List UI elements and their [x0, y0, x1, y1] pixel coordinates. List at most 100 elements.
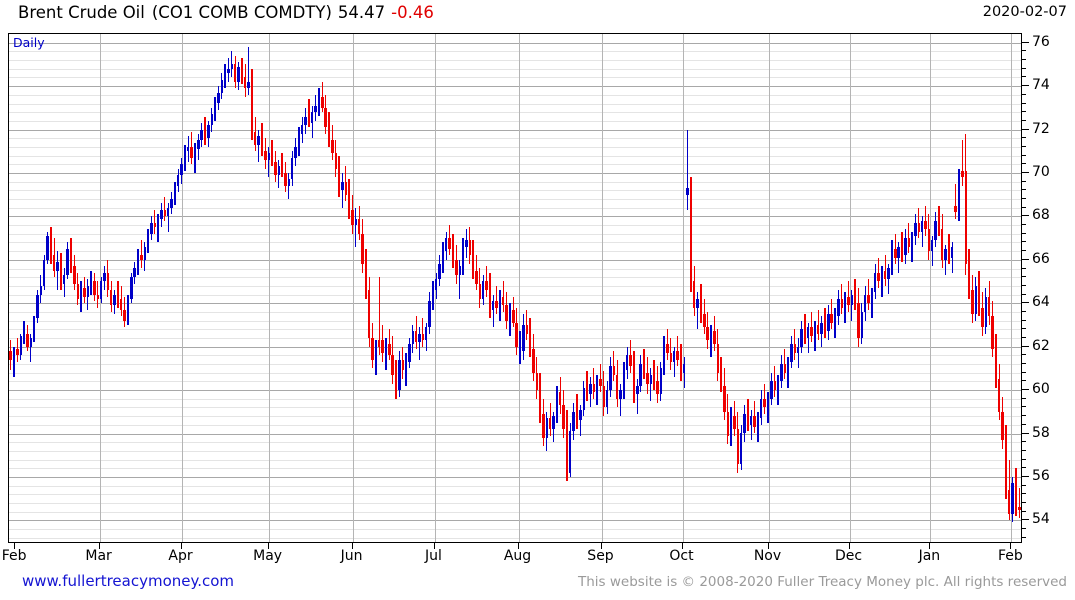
candle-wick — [268, 146, 270, 178]
candle-body — [468, 240, 471, 256]
gridline-minor — [9, 294, 1021, 296]
candle-body — [853, 294, 857, 304]
candle-body — [686, 188, 689, 195]
candle-body — [371, 337, 374, 360]
candle-body — [636, 385, 639, 395]
candle-wick — [673, 346, 675, 377]
candle-wick — [834, 307, 836, 338]
candle-body — [609, 366, 612, 391]
site-url[interactable]: www.fullertreacymoney.com — [22, 572, 235, 590]
x-tick — [848, 543, 850, 549]
candle-wick — [650, 368, 652, 401]
y-tick-minor — [1022, 50, 1026, 52]
candle-body — [153, 222, 156, 228]
candle-body — [726, 411, 729, 436]
gridline-minor — [9, 337, 1021, 339]
candle-body — [987, 296, 991, 317]
candle-body — [421, 333, 425, 341]
candle-body — [250, 81, 254, 132]
y-axis-label: 54 — [1032, 511, 1050, 528]
candle-body — [904, 238, 907, 256]
gridline-vertical — [768, 34, 770, 542]
candle-body — [150, 222, 153, 234]
candle-body — [314, 105, 317, 113]
candle-body — [582, 387, 585, 410]
candle-body — [545, 418, 549, 438]
y-tick-minor — [1022, 336, 1026, 338]
candle-wick — [817, 309, 819, 341]
candle-body — [957, 177, 961, 212]
candle-body — [53, 255, 56, 271]
candle-body — [307, 116, 311, 123]
candle-wick — [898, 242, 900, 273]
x-axis-label: Jul — [425, 548, 442, 564]
gridline-minor — [9, 146, 1021, 148]
candle-body — [689, 188, 693, 282]
candle-body — [290, 157, 294, 180]
candle-body — [36, 294, 39, 319]
candle-wick — [764, 383, 766, 414]
candlestick-series — [9, 34, 1021, 542]
candle-body — [498, 296, 502, 308]
candle-body — [897, 246, 900, 258]
candle-wick — [696, 292, 699, 330]
candle-body — [974, 285, 977, 315]
candle-body — [840, 298, 843, 308]
candle-body — [900, 246, 904, 256]
candle-body — [662, 344, 666, 369]
gridline-minor — [9, 468, 1021, 470]
candle-body — [706, 327, 709, 341]
candle-body — [337, 168, 341, 191]
candle-body — [746, 413, 750, 425]
candle-body — [683, 363, 686, 373]
gridline-major — [9, 433, 1021, 435]
candle-body — [163, 209, 166, 217]
gridline-major — [9, 476, 1021, 478]
gridline-minor — [9, 242, 1021, 244]
candle-body — [538, 390, 542, 414]
candle-body — [475, 270, 478, 284]
candle-body — [884, 270, 887, 280]
candle-body — [776, 381, 780, 391]
candle-body — [451, 248, 455, 260]
candle-body — [810, 327, 813, 336]
candle-body — [559, 392, 562, 406]
candle-body — [783, 363, 786, 373]
candle-body — [585, 387, 589, 395]
chart-plot-area[interactable]: Daily — [8, 33, 1022, 543]
candle-body — [240, 66, 244, 78]
candle-body — [344, 181, 347, 195]
y-tick-minor — [1022, 458, 1026, 460]
candle-body — [19, 335, 22, 356]
gridline-minor — [9, 311, 1021, 313]
candle-body — [924, 220, 927, 230]
y-tick-minor — [1022, 467, 1026, 469]
candle-body — [572, 411, 575, 432]
gridline-major — [9, 216, 1021, 218]
y-tick-minor — [1022, 154, 1026, 156]
candle-wick — [951, 242, 953, 273]
candle-wick — [944, 244, 947, 275]
candle-body — [803, 329, 807, 338]
candle-wick — [686, 129, 689, 210]
candle-body — [626, 355, 629, 371]
candle-body — [830, 314, 833, 323]
candle-body — [317, 96, 321, 106]
candle-body — [277, 166, 280, 176]
candle-body — [850, 294, 853, 306]
candle-body — [200, 129, 203, 141]
gridline-minor — [9, 190, 1021, 192]
x-tick — [929, 543, 931, 549]
candle-body — [646, 372, 649, 384]
candle-body — [595, 379, 599, 393]
y-tick-major — [1022, 128, 1029, 130]
price-change: -0.46 — [391, 3, 434, 22]
gridline-vertical — [849, 34, 851, 542]
candle-body — [123, 309, 126, 321]
gridline-minor — [9, 450, 1021, 452]
y-tick-major — [1022, 302, 1029, 304]
candle-body — [16, 348, 19, 356]
gridline-minor — [9, 416, 1021, 418]
candle-body — [756, 418, 760, 427]
candle-body — [984, 296, 987, 328]
